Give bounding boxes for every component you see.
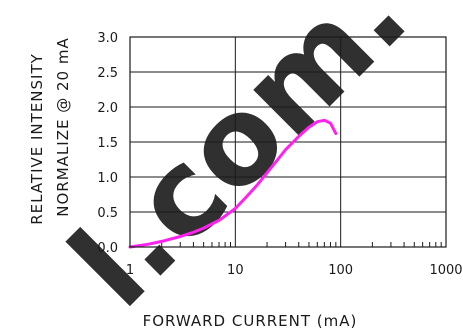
watermark: l.com.: [45, 0, 434, 334]
y-axis-label-line1: RELATIVE INTENSITY: [28, 53, 46, 225]
x-tick-label: 1000: [429, 263, 462, 278]
watermark-text: l.com.: [45, 0, 434, 334]
x-tick-labels: 1 10 100 1000: [126, 263, 463, 278]
y-tick-label: 0.0: [97, 241, 118, 256]
plot-border: [129, 36, 447, 248]
x-tick-label: 100: [328, 263, 353, 278]
x-tick-label: 10: [227, 263, 244, 278]
x-tick-label: 1: [126, 263, 134, 278]
plot-frame: [129, 36, 447, 248]
y-tick-label: 2.5: [97, 66, 118, 81]
y-tick-label: 0.5: [97, 206, 118, 221]
y-tick-label: 1.0: [97, 171, 118, 186]
y-tick-labels: 0.0 0.5 1.0 1.5 2.0 2.5 3.0: [97, 31, 118, 256]
y-tick-label: 1.5: [97, 136, 118, 151]
y-tick-label: 3.0: [97, 31, 118, 46]
y-tick-label: 2.0: [97, 101, 118, 116]
grid: [130, 37, 446, 247]
series-line: [128, 118, 338, 249]
y-axis-label-line2: NORMALIZE @ 20 mA: [54, 37, 72, 216]
x-axis-label: FORWARD CURRENT (mA): [143, 312, 358, 330]
series-layer: [128, 118, 338, 249]
